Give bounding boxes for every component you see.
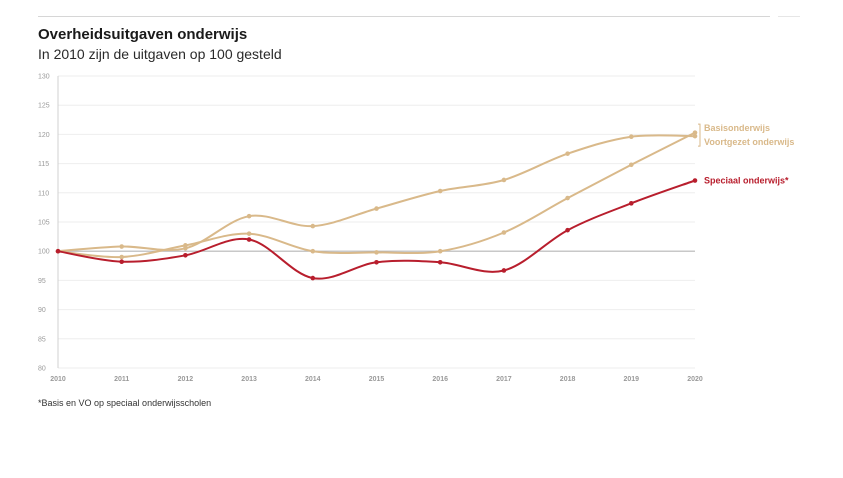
data-point-speciaal-onderwijs (692, 178, 698, 183)
data-point-speciaal-onderwijs (629, 201, 634, 206)
label-layer: Basisonderwijs Voortgezet onderwijs Specia… (698, 123, 794, 186)
data-point-basisonderwijs (246, 213, 252, 219)
data-point-speciaal-onderwijs (310, 275, 316, 281)
data-point-basisonderwijs (374, 206, 379, 211)
y-tick-label: 125 (38, 103, 50, 110)
series-line-voortgezet-onderwijs (57, 131, 696, 259)
x-tick-label: 2013 (241, 376, 257, 383)
x-tick-label: 2018 (560, 376, 576, 383)
data-point-speciaal-onderwijs (374, 259, 379, 265)
data-point-basisonderwijs (692, 133, 698, 139)
data-point-speciaal-onderwijs (246, 237, 252, 242)
data-point-speciaal-onderwijs (119, 259, 124, 265)
data-point-voortgezet-onderwijs (183, 243, 188, 248)
top-rule-end (778, 16, 800, 17)
data-point-speciaal-onderwijs (501, 268, 507, 273)
data-point-voortgezet-onderwijs (629, 162, 634, 168)
series-layer (55, 130, 698, 281)
data-point-voortgezet-onderwijs (310, 248, 316, 254)
data-point-speciaal-onderwijs (183, 252, 188, 258)
y-tick-label: 95 (38, 278, 46, 285)
y-tick-label: 90 (38, 307, 46, 314)
data-point-voortgezet-onderwijs (119, 254, 124, 260)
y-tick-label: 120 (38, 132, 50, 139)
y-tick-label: 130 (38, 74, 50, 81)
chart-subtitle: In 2010 zijn de uitgaven op 100 gesteld (38, 46, 282, 62)
data-point-speciaal-onderwijs (437, 259, 443, 265)
y-tick-label: 110 (38, 190, 49, 197)
data-point-voortgezet-onderwijs (246, 231, 252, 236)
data-point-basisonderwijs (629, 134, 634, 140)
y-tick-label: 80 (38, 366, 46, 373)
x-tick-label: 2014 (305, 376, 321, 383)
data-point-speciaal-onderwijs (55, 248, 61, 254)
chart-title: Overheidsuitgaven onderwijs (38, 26, 248, 43)
footnote: *Basis en VO op speciaal onderwijsschole… (38, 398, 212, 408)
series-label-speciaal-onderwijs: Speciaal onderwijs* (704, 176, 789, 186)
label-bracket (698, 123, 701, 147)
grid-layer (58, 75, 695, 369)
x-tick-label: 2011 (114, 376, 129, 383)
data-point-basisonderwijs (565, 151, 570, 156)
x-tick-label: 2012 (178, 376, 194, 383)
series-label-basisonderwijs: Basisonderwijs (704, 123, 770, 133)
y-tick-label: 100 (38, 249, 50, 256)
axis-layer: 80 85 90 95 100 105 110 115 120 125 130 2010 2011 201… (38, 74, 703, 384)
data-point-voortgezet-onderwijs (437, 248, 443, 254)
y-tick-label: 115 (38, 161, 49, 168)
top-rule (38, 16, 770, 17)
data-point-basisonderwijs (119, 244, 124, 249)
data-point-basisonderwijs (310, 223, 316, 229)
y-tick-label: 85 (38, 336, 46, 343)
data-point-speciaal-onderwijs (565, 227, 570, 233)
data-point-voortgezet-onderwijs (501, 230, 507, 235)
data-point-basisonderwijs (437, 188, 443, 194)
x-tick-label: 2015 (369, 376, 385, 383)
x-tick-label: 2010 (50, 376, 66, 383)
x-tick-label: 2016 (432, 376, 448, 383)
y-tick-label: 105 (38, 220, 50, 227)
data-point-basisonderwijs (501, 177, 507, 183)
x-tick-label: 2019 (624, 376, 640, 383)
series-label-voortgezet-onderwijs: Voortgezet onderwijs (704, 137, 794, 147)
data-point-voortgezet-onderwijs (565, 195, 570, 201)
x-tick-label: 2020 (687, 376, 703, 383)
data-point-voortgezet-onderwijs (692, 130, 698, 135)
data-point-voortgezet-onderwijs (374, 250, 379, 255)
x-tick-label: 2017 (496, 376, 512, 383)
